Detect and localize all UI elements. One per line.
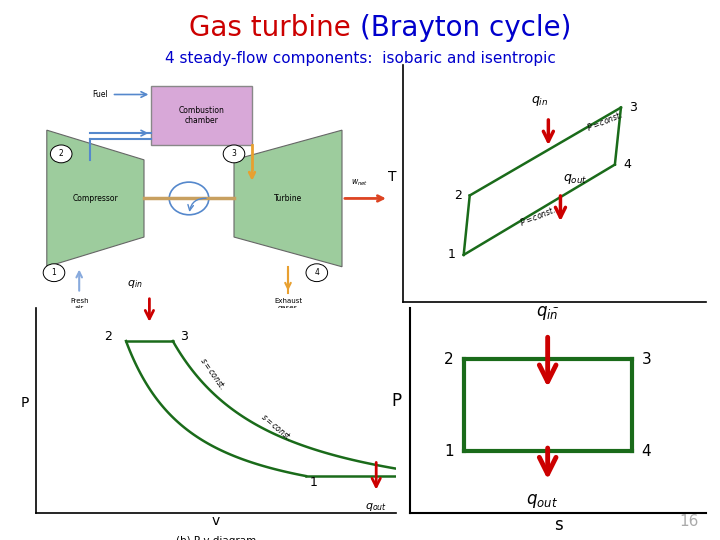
X-axis label: s: s bbox=[554, 516, 562, 534]
Text: 4: 4 bbox=[642, 444, 652, 459]
Text: 3: 3 bbox=[642, 352, 652, 367]
Text: (a) T-s diagram: (a) T-s diagram bbox=[515, 325, 594, 335]
Text: 2: 2 bbox=[104, 330, 112, 343]
Text: 2: 2 bbox=[444, 352, 454, 367]
Text: $q_{out}$: $q_{out}$ bbox=[365, 501, 387, 512]
Text: 1: 1 bbox=[448, 248, 456, 261]
Text: Fuel: Fuel bbox=[92, 90, 108, 99]
Text: $s=const.$: $s=const.$ bbox=[259, 410, 295, 443]
Circle shape bbox=[43, 264, 65, 282]
Circle shape bbox=[50, 145, 72, 163]
Text: (b) P-v diagram: (b) P-v diagram bbox=[176, 536, 256, 540]
Text: 2: 2 bbox=[59, 150, 63, 158]
Text: Turbine: Turbine bbox=[274, 194, 302, 203]
Polygon shape bbox=[234, 130, 342, 267]
Text: Gas turbine: Gas turbine bbox=[189, 14, 360, 42]
Text: $w_{net}$: $w_{net}$ bbox=[351, 178, 369, 188]
Text: 3: 3 bbox=[180, 330, 187, 343]
Text: (Brayton cycle): (Brayton cycle) bbox=[360, 14, 572, 42]
X-axis label: v: v bbox=[212, 515, 220, 528]
Text: 3: 3 bbox=[629, 101, 637, 114]
Text: Compressor: Compressor bbox=[73, 194, 118, 203]
Text: Combustion
chamber: Combustion chamber bbox=[179, 106, 225, 125]
Text: $q_{out}$: $q_{out}$ bbox=[563, 172, 588, 186]
X-axis label: s: s bbox=[551, 304, 558, 318]
Text: 1: 1 bbox=[310, 476, 317, 489]
Y-axis label: P: P bbox=[392, 393, 402, 410]
Text: $q_{out}$: $q_{out}$ bbox=[526, 492, 558, 510]
Text: 16: 16 bbox=[679, 514, 698, 529]
Text: 1: 1 bbox=[444, 444, 454, 459]
Polygon shape bbox=[47, 130, 144, 267]
Text: 2: 2 bbox=[454, 189, 462, 202]
Text: $q_{in}$: $q_{in}$ bbox=[531, 93, 548, 107]
Text: $q_{in}$: $q_{in}$ bbox=[536, 304, 559, 322]
Circle shape bbox=[306, 264, 328, 282]
Text: 4: 4 bbox=[315, 268, 319, 277]
Text: Exhaust
gases: Exhaust gases bbox=[274, 298, 302, 311]
Text: $s=const.$: $s=const.$ bbox=[198, 355, 228, 392]
Text: $P=const.$: $P=const.$ bbox=[518, 204, 558, 228]
Text: 4: 4 bbox=[623, 158, 631, 171]
Bar bbox=[151, 85, 252, 145]
Y-axis label: P: P bbox=[21, 396, 29, 410]
Text: $q_{in}$: $q_{in}$ bbox=[127, 278, 143, 290]
Text: 4 steady-flow components:  isobaric and isentropic: 4 steady-flow components: isobaric and i… bbox=[165, 51, 555, 66]
Text: 4: 4 bbox=[454, 476, 461, 489]
Text: $P=const.$: $P=const.$ bbox=[585, 109, 624, 133]
Circle shape bbox=[223, 145, 245, 163]
Y-axis label: T: T bbox=[388, 170, 396, 184]
Text: Fresh
air: Fresh air bbox=[70, 298, 89, 311]
Text: 3: 3 bbox=[232, 150, 236, 158]
Text: 1: 1 bbox=[52, 268, 56, 277]
